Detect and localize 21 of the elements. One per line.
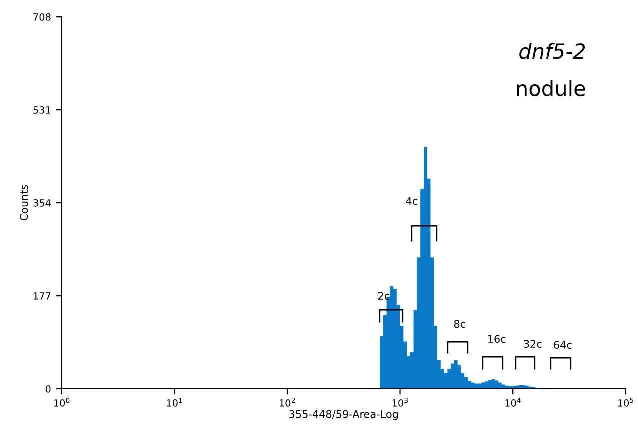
- annotation: 32c: [524, 340, 542, 348]
- annotation: 8c: [454, 320, 466, 328]
- x-axis-title: 355-448/59-Area-Log: [290, 410, 398, 420]
- y-tick-label: 0: [46, 385, 51, 393]
- y-tick-label: 531: [34, 106, 51, 114]
- x-tick-label: 10$^{4}$: [506, 398, 521, 407]
- text: dnf5-2: [520, 43, 586, 60]
- x-tick-label: 10$^{0}$: [54, 398, 70, 407]
- annotation: 4c: [406, 197, 418, 206]
- annotation: 2c: [378, 292, 390, 300]
- x-tick-label: 10$^{1}$: [167, 398, 182, 407]
- x-tick-label: 10$^{5}$: [618, 398, 634, 407]
- text: nodule: [517, 80, 586, 96]
- y-tick-label: 708: [34, 14, 51, 21]
- y-tick-label: 354: [34, 200, 51, 207]
- x-tick-label: 10$^{2}$: [280, 398, 296, 407]
- annotation: 64c: [554, 341, 572, 350]
- y-axis-title: Counts: [20, 185, 28, 221]
- annotation: 16c: [488, 335, 506, 344]
- x-tick-label: 10$^{3}$: [392, 398, 408, 407]
- y-tick-label: 177: [34, 292, 51, 300]
